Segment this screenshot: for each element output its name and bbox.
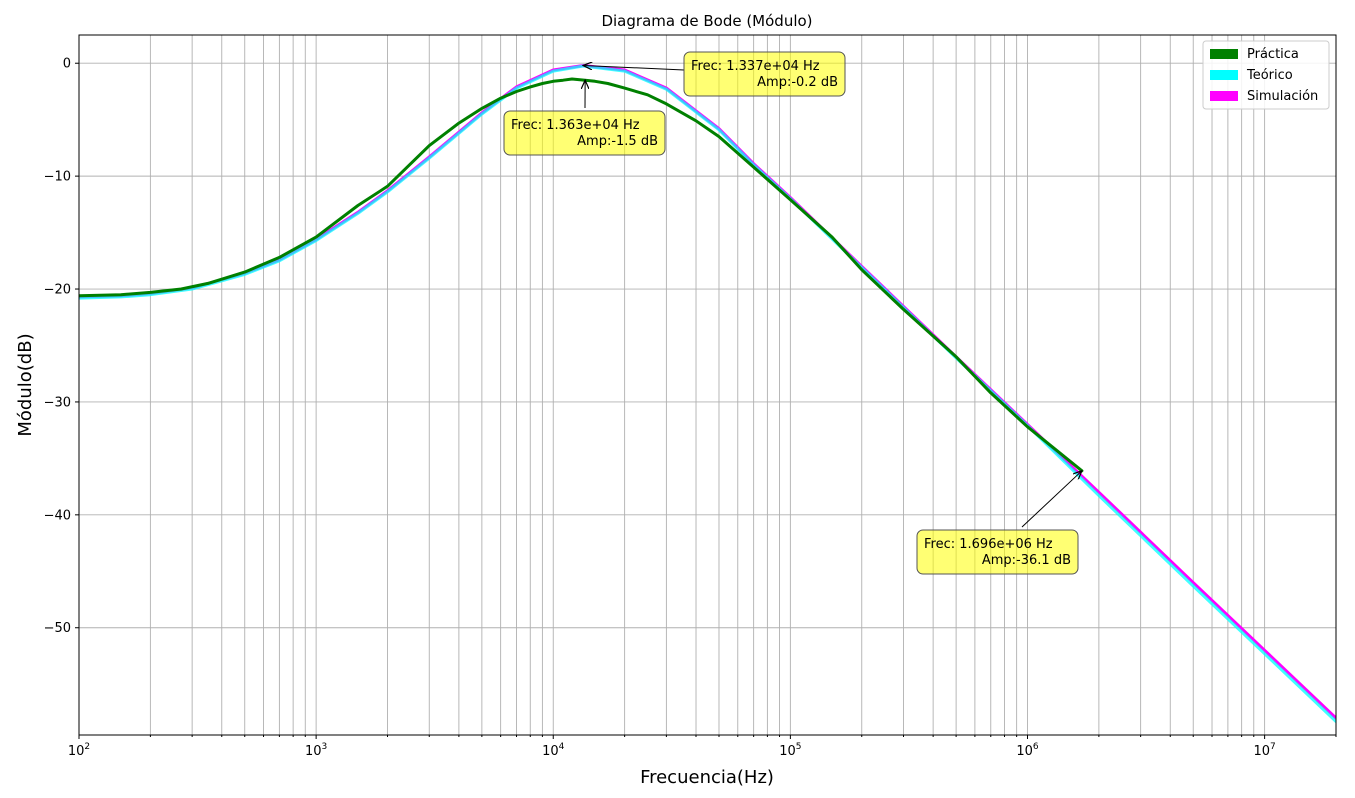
- annotation-frequency: Frec: 1.363e+04 Hz: [511, 118, 640, 133]
- y-tick-label: −20: [44, 283, 71, 298]
- legend-swatch-practica: [1210, 49, 1238, 59]
- annotation-box: [683, 51, 846, 97]
- annotation-frequency: Frec: 1.696e+06 Hz: [924, 537, 1053, 552]
- y-tick-label: −10: [44, 170, 71, 185]
- annotation-amplitude: Amp:-1.5 dB: [577, 134, 658, 149]
- x-tick-label: 104: [542, 742, 565, 759]
- y-tick-label: −50: [44, 621, 71, 636]
- y-tick-label: −40: [44, 508, 71, 523]
- series-line-practica: [79, 77, 1084, 473]
- legend-label-practica: Práctica: [1247, 47, 1299, 62]
- annotation-box: [916, 529, 1079, 575]
- legend-label-simulacion: Simulación: [1247, 89, 1318, 104]
- x-tick-label: 102: [68, 742, 90, 759]
- x-axis-title: Frecuencia(Hz): [640, 767, 774, 788]
- annotation-arrow: [1021, 471, 1082, 528]
- legend-swatch-simulacion: [1210, 91, 1238, 101]
- x-tick-label: 103: [305, 742, 327, 759]
- y-tick-label: −30: [44, 395, 71, 410]
- legend-label-teorico: Teórico: [1246, 68, 1293, 83]
- x-tick-label: 107: [1253, 742, 1275, 759]
- annotation-frequency: Frec: 1.337e+04 Hz: [691, 59, 820, 74]
- annotation-amplitude: Amp:-36.1 dB: [982, 553, 1071, 568]
- annotation-arrow: [583, 65, 685, 71]
- chart-title: Diagrama de Bode (Módulo): [601, 12, 812, 30]
- legend: Práctica Teórico Simulación: [1202, 40, 1330, 110]
- legend-swatch-teorico: [1210, 70, 1238, 80]
- annotation-box: [503, 110, 666, 156]
- annotation-amplitude: Amp:-0.2 dB: [757, 75, 838, 90]
- y-tick-label: 0: [63, 57, 71, 72]
- x-tick-label: 106: [1016, 742, 1039, 759]
- x-tick-label: 105: [779, 742, 801, 759]
- plot-frame: [78, 34, 1337, 736]
- series-lines: [79, 64, 1336, 723]
- y-axis-title: Módulo(dB): [15, 333, 36, 436]
- axis-ticks: 0 −10 −20 −30 −40 −50 102 103 104 105 106 107: [44, 57, 1337, 759]
